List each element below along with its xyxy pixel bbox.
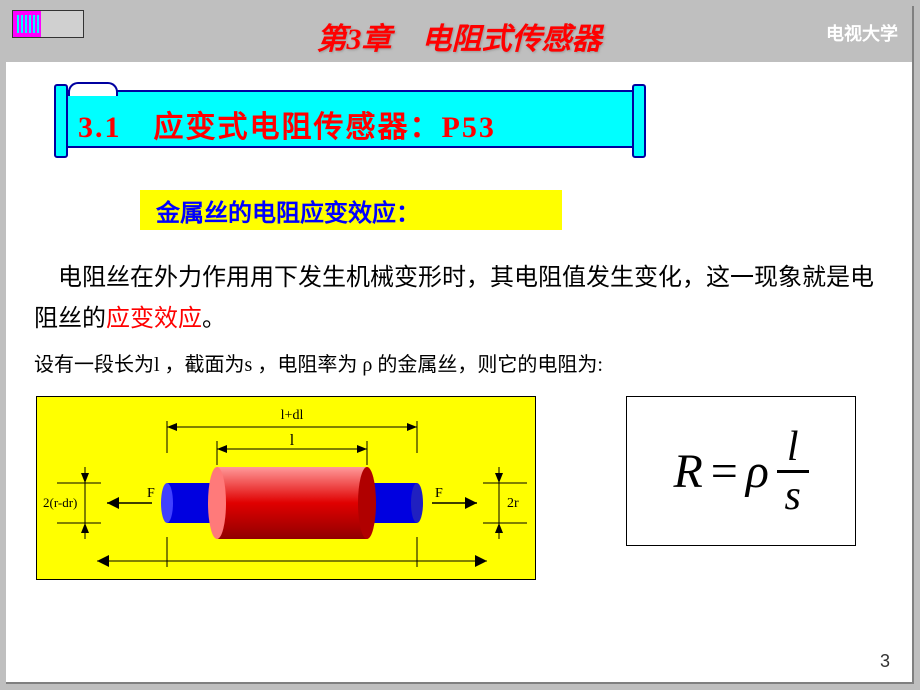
dim-2r: 2r [507,496,519,511]
scroll-roll-left [54,84,68,158]
dim-l-dl: l+dl [281,408,304,423]
wire-diagram: l+dl l [36,396,536,580]
dim-2r-dr: 2(r-dr) [43,495,77,510]
eq-fraction: l s [777,426,809,517]
eq-denominator: s [785,473,801,517]
eq-equals: = [711,444,738,499]
resistance-equation: R = ρ l s [626,396,856,546]
subheading-text: 金属丝的电阻应变效应： [156,193,420,228]
eq-rho: ρ [746,444,769,499]
scroll-curl [68,82,118,96]
section-title: 3.1 应变式电阻传感器：P53 [78,102,496,146]
equation-text: R = ρ l s [673,426,808,517]
wire-diagram-svg: l+dl l [37,397,537,581]
chapter-title: 第3章 电阻式传感器 [6,14,912,58]
force-left: F [147,486,155,501]
body-stress: 应变效应 [106,306,202,332]
page-number: 3 [880,651,890,672]
subheading-box: 金属丝的电阻应变效应： [140,190,562,230]
force-right: F [435,486,443,501]
eq-R: R [673,444,702,499]
top-bar: 第3章 电阻式传感器 电视大学 [6,6,912,62]
body-post: 。 [202,306,226,332]
section-scroll: 3.1 应变式电阻传感器：P53 [60,90,640,148]
body-paragraph-1: 电阻丝在外力作用用下发生机械变形时，其电阻值发生变化，这一现象就是电阻丝的应变效… [34,258,884,340]
slide: 第3章 电阻式传感器 电视大学 3.1 应变式电阻传感器：P53 金属丝的电阻应… [6,6,914,684]
body-paragraph-2: 设有一段长为l ，截面为s ，电阻率为 ρ 的金属丝，则它的电阻为: [34,350,884,380]
eq-numerator: l [777,426,809,473]
dim-l: l [290,432,295,449]
scroll-roll-right [632,84,646,158]
university-label: 电视大学 [826,20,898,46]
